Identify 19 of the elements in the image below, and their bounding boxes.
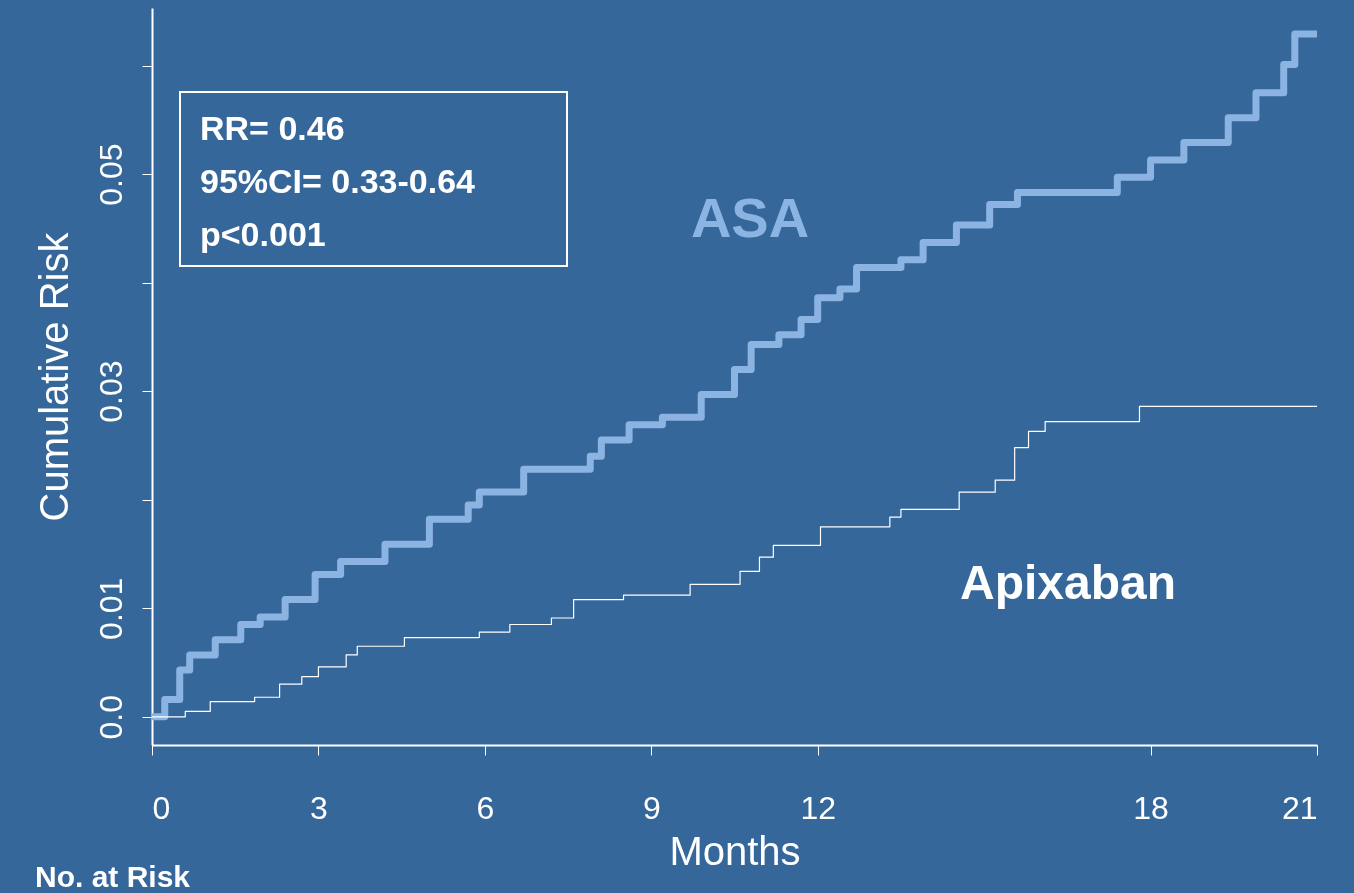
x-tick-label: 12 — [800, 789, 837, 826]
y-tick-label: 0.0 — [92, 695, 129, 740]
x-tick-label: 6 — [476, 789, 495, 826]
x-tick-label: 18 — [1133, 789, 1169, 826]
text: No. at Risk — [35, 860, 191, 893]
x-tick-label: 3 — [310, 789, 328, 826]
y-tick-label: 0.05 — [92, 143, 129, 206]
x-tick-label: 9 — [642, 789, 661, 826]
x-tick-label: 0 — [152, 789, 171, 826]
y-axis-title: Cumulative Risk — [31, 231, 76, 522]
annotation: p<0.001 — [200, 215, 326, 253]
x-tick-label: 21 — [1281, 789, 1318, 826]
x-axis-title: Months — [669, 828, 801, 873]
series-label: ASA — [690, 186, 810, 249]
annotation: 95%CI= 0.33-0.64 — [200, 162, 476, 200]
series-label: Apixaban — [959, 556, 1177, 609]
y-tick-label: 0.01 — [92, 577, 129, 640]
annotation: RR= 0.46 — [200, 109, 345, 147]
y-tick-label: 0.03 — [92, 360, 129, 423]
